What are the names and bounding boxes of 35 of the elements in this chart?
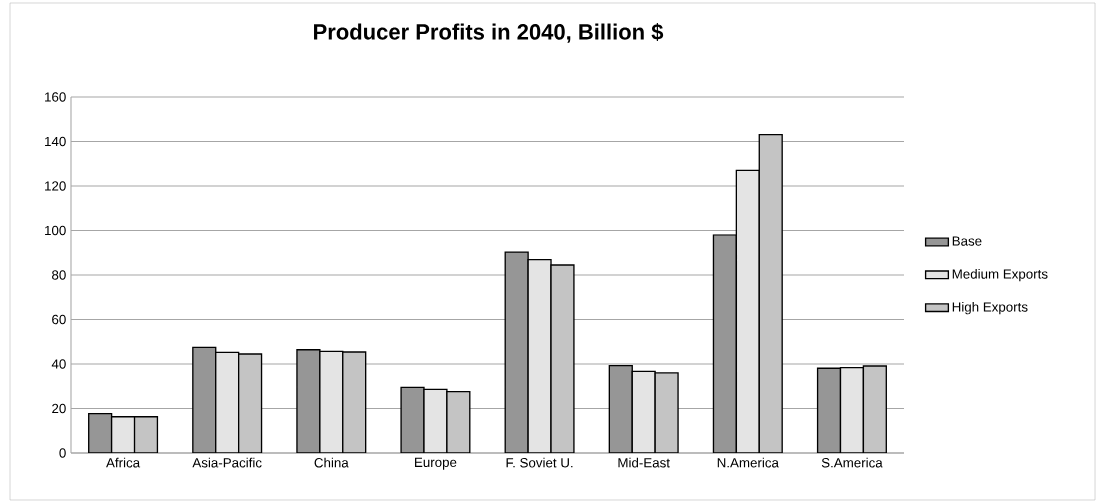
x-tick-label: N.America — [717, 457, 779, 468]
y-tick-label: 0 — [59, 448, 66, 458]
x-tick-label: F. Soviet U. — [506, 457, 573, 468]
bar — [504, 251, 529, 453]
chart-title: Producer Profits in 2040, Billion $ — [314, 23, 664, 43]
x-tick-label: Europe — [415, 457, 457, 470]
y-tick-label: 160 — [45, 92, 66, 102]
bar — [215, 351, 240, 453]
x-tick-label: Mid-East — [618, 457, 670, 468]
y-tick-label: 120 — [45, 181, 66, 191]
y-tick-label: 60 — [52, 314, 66, 325]
bar — [296, 349, 321, 453]
legend-label: Medium Exports — [952, 268, 1048, 282]
y-tick-label: 20 — [52, 403, 66, 414]
x-tick-label: China — [314, 457, 349, 468]
bar — [712, 234, 738, 453]
bar — [631, 370, 656, 453]
x-tick-label: S.America — [821, 457, 883, 468]
legend-label: High Exports — [952, 301, 1028, 315]
bar — [735, 169, 760, 453]
bar — [192, 346, 217, 453]
x-tick-label: Asia-Pacific — [192, 457, 262, 468]
y-tick-label: 140 — [45, 136, 66, 147]
y-tick-label: 100 — [45, 225, 66, 236]
bar — [816, 367, 842, 453]
bar — [608, 364, 633, 453]
x-tick-label: Africa — [106, 457, 141, 468]
bar — [839, 366, 865, 453]
bar — [319, 350, 344, 453]
bar — [527, 258, 552, 453]
bar — [110, 416, 136, 453]
bar — [88, 412, 113, 453]
legend-label: Base — [952, 236, 982, 246]
y-tick-label: 40 — [51, 359, 66, 369]
y-tick-label: 80 — [52, 270, 66, 280]
